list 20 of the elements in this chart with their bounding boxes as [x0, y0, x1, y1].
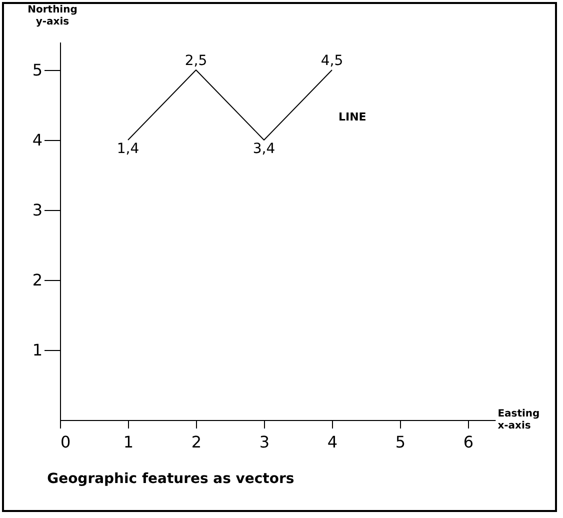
x-tick-label: 0: [60, 432, 71, 452]
annotation: 4,5: [320, 53, 344, 70]
annotation: LINE: [338, 110, 366, 124]
annotation: 3,4: [252, 141, 276, 157]
text: Geographic features as vectors: [47, 470, 294, 487]
y-axis-title: Northing y-axis: [28, 4, 78, 28]
annotation: 1,4: [116, 141, 140, 157]
annotation: 2,5: [184, 53, 208, 70]
x-axis-title: Easting x-axis: [498, 408, 540, 432]
x-tick-label: 5: [395, 432, 406, 452]
y-tick-label: 2: [32, 270, 42, 290]
y-tick-label: 5: [32, 60, 42, 80]
x-tick-label: 6: [463, 432, 474, 452]
y-tick-label: 4: [32, 130, 42, 150]
x-tick-label: 2: [191, 432, 202, 452]
x-tick-label: 4: [327, 432, 338, 452]
y-tick-label: 1: [32, 340, 42, 360]
x-tick-label: 1: [123, 432, 134, 452]
x-tick-label: 3: [259, 432, 270, 452]
y-tick-label: 3: [32, 200, 42, 220]
